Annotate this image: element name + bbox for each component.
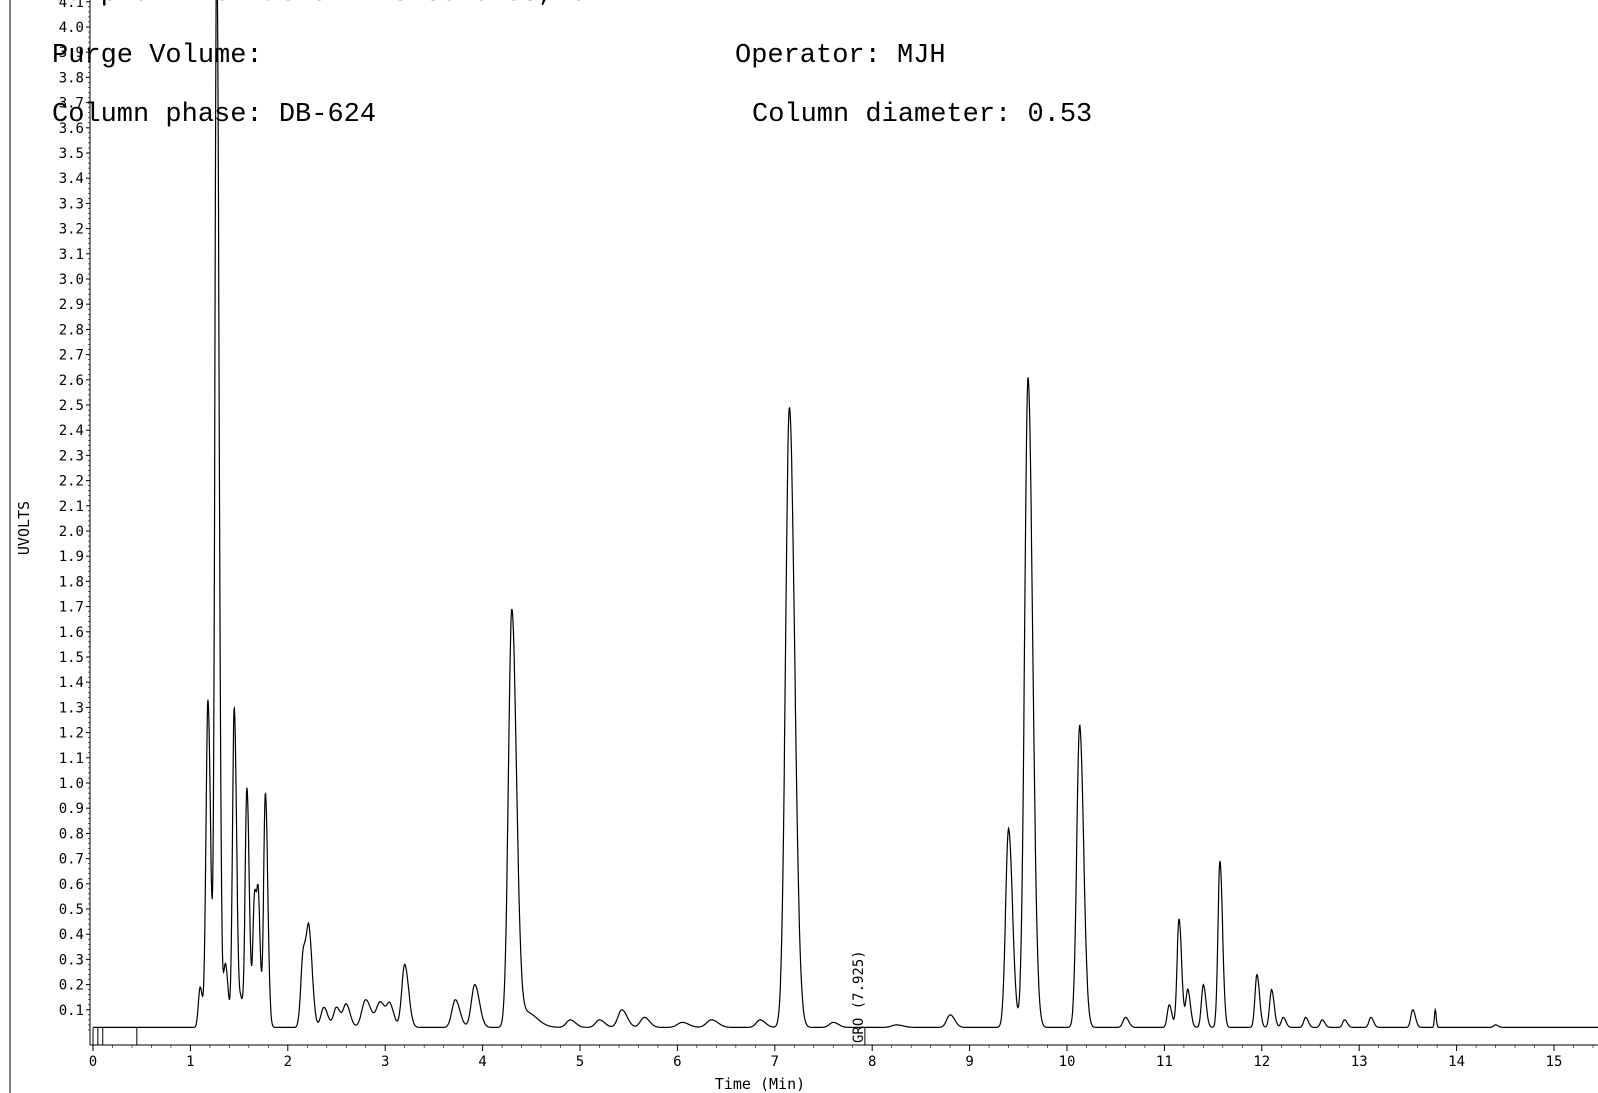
y-tick-label: 2.7 (59, 348, 84, 364)
y-tick-label: 1.6 (59, 625, 84, 641)
x-tick-label: 13 (1351, 1054, 1368, 1070)
x-tick-label: 3 (381, 1054, 389, 1070)
x-tick-label: 15 (1546, 1054, 1563, 1070)
y-tick-label: 2.1 (59, 499, 84, 515)
x-axis-title: Time (Min) (715, 1075, 805, 1093)
x-tick-label: 5 (576, 1054, 584, 1070)
event-marks (92, 1028, 138, 1045)
y-tick-label: 1.9 (59, 549, 84, 565)
x-tick-label: 0 (89, 1054, 97, 1070)
x-tick-label: 9 (965, 1054, 973, 1070)
x-axis-ticks: 0 1 2 3 4 5 6 7 8 9 10 11 12 13 14 15 (89, 1045, 1594, 1070)
y-tick-label: 2.9 (59, 297, 84, 313)
x-tick-label: 7 (771, 1054, 779, 1070)
x-tick-label: 14 (1448, 1054, 1465, 1070)
x-tick-label: 4 (478, 1054, 486, 1070)
y-tick-label: 1.2 (59, 726, 84, 742)
y-tick-label: 3.3 (59, 196, 84, 212)
signal-trace (93, 0, 1598, 1028)
annotation-label: GRO (7.925) (851, 950, 867, 1043)
x-tick-label: 6 (673, 1054, 681, 1070)
y-tick-label: 3.5 (59, 146, 84, 162)
purge-volume-text: Purge Volume: (52, 41, 263, 71)
y-tick-label: 1.8 (59, 574, 84, 590)
y-tick-label: 0.6 (59, 877, 84, 893)
sample-info-text: Sample Information: 1028070708,10x (52, 0, 603, 9)
y-tick-label: 2.8 (59, 322, 84, 338)
y-axis-ticks: 0.1 0.2 0.3 0.4 0.5 0.6 0.7 0.8 0.9 1.0 1.1 1.2 1.3 1… (59, 0, 90, 1031)
y-tick-label: 3.8 (59, 70, 84, 86)
y-tick-label: 3.6 (59, 121, 84, 137)
y-tick-label: 1.0 (59, 776, 84, 792)
y-tick-label: 3.4 (59, 171, 84, 187)
y-tick-label: 2.0 (59, 524, 84, 540)
y-tick-label: 3.0 (59, 272, 84, 288)
y-tick-label: 3.2 (59, 222, 84, 238)
y-tick-label: 1.1 (59, 751, 84, 767)
y-tick-label: 0.4 (59, 927, 84, 943)
y-tick-label: 0.3 (59, 952, 84, 968)
y-tick-label: 0.1 (59, 1003, 84, 1019)
y-tick-label: 1.4 (59, 675, 84, 691)
y-tick-label: 0.5 (59, 902, 84, 918)
x-tick-label: 8 (868, 1054, 876, 1070)
annotations: GRO (7.925) (851, 950, 867, 1045)
x-tick-label: 10 (1059, 1054, 1076, 1070)
y-tick-label: 3.1 (59, 247, 84, 263)
y-tick-label: 2.5 (59, 398, 84, 414)
y-tick-label: 4.0 (59, 20, 84, 36)
x-tick-label: 11 (1156, 1054, 1173, 1070)
column-phase-text: Column phase: DB-624 (52, 100, 376, 130)
y-tick-label: 1.3 (59, 700, 84, 716)
x-tick-label: 1 (186, 1054, 194, 1070)
y-tick-label: 0.8 (59, 826, 84, 842)
column-diameter-text: Column diameter: 0.53 (752, 100, 1092, 130)
y-tick-label: 1.5 (59, 650, 84, 666)
y-tick-label: 4.1 (59, 0, 84, 11)
y-tick-label: 2.4 (59, 423, 84, 439)
y-tick-label: 0.2 (59, 978, 84, 994)
y-tick-label: 0.7 (59, 852, 84, 868)
y-tick-label: 3.9 (59, 45, 84, 61)
y-tick-label: 3.7 (59, 96, 84, 112)
y-tick-label: 2.6 (59, 373, 84, 389)
y-tick-label: 2.3 (59, 448, 84, 464)
y-tick-label: 0.9 (59, 801, 84, 817)
x-tick-label: 2 (284, 1054, 292, 1070)
y-tick-label: 1.7 (59, 600, 84, 616)
operator-text: Operator: MJH (735, 41, 946, 71)
y-tick-label: 2.2 (59, 474, 84, 490)
x-tick-label: 12 (1253, 1054, 1270, 1070)
y-axis-title: UVOLTS (15, 501, 33, 555)
